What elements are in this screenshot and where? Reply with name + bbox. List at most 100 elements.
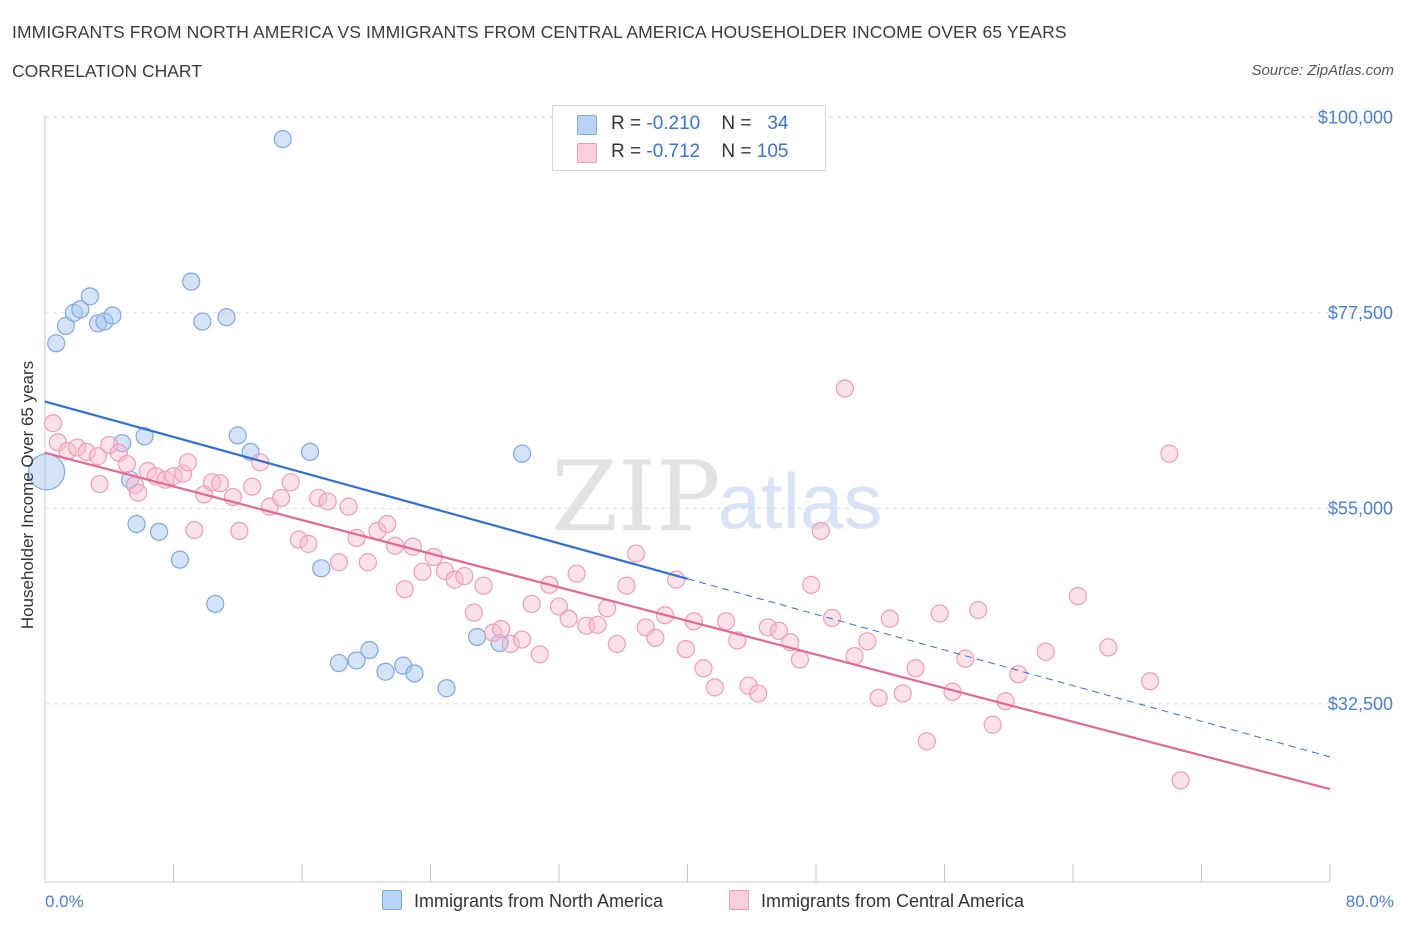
central-swatch bbox=[577, 143, 597, 163]
central-america-point bbox=[758, 618, 777, 637]
central-america-point bbox=[822, 608, 842, 627]
r-value-central: -0.712 bbox=[646, 141, 701, 162]
central-america-point bbox=[1009, 665, 1028, 684]
y-axis-label: Householder Income Over 65 years bbox=[18, 360, 37, 630]
north-america-point bbox=[206, 594, 225, 614]
central-america-point bbox=[769, 621, 789, 640]
central-america-point bbox=[549, 597, 569, 616]
north-america-point bbox=[170, 550, 190, 569]
legend-central-swatch bbox=[729, 890, 749, 910]
north-america-point bbox=[217, 308, 236, 327]
central-america-point bbox=[395, 580, 414, 599]
central-america-point bbox=[530, 645, 549, 664]
n-label: N = bbox=[721, 141, 757, 162]
north-america-point bbox=[71, 300, 90, 319]
north-america-trendline-extension bbox=[687, 578, 1331, 758]
central-america-point bbox=[522, 594, 541, 614]
legend-north-swatch bbox=[382, 890, 402, 910]
trend-lines bbox=[44, 400, 1331, 791]
central-america-point bbox=[705, 678, 724, 697]
central-america-point bbox=[501, 634, 520, 654]
central-america-point bbox=[858, 632, 877, 651]
y-tick-label: $77,500 bbox=[1328, 303, 1393, 323]
north-america-point bbox=[56, 316, 75, 336]
central-america-point bbox=[272, 488, 291, 508]
central-america-point bbox=[178, 453, 198, 472]
central-america-point bbox=[1140, 672, 1160, 691]
central-america-point bbox=[790, 650, 810, 669]
north-america-point bbox=[182, 272, 201, 291]
central-america-point bbox=[969, 600, 988, 620]
central-america-point bbox=[318, 492, 337, 511]
central-america-point bbox=[626, 544, 646, 563]
central-america-point bbox=[90, 474, 109, 494]
central-america-point bbox=[749, 684, 768, 703]
central-america-point bbox=[906, 659, 925, 678]
central-america-point bbox=[329, 553, 349, 572]
legend-item-central: Immigrants from Central America bbox=[729, 890, 1024, 912]
central-america-point bbox=[835, 379, 855, 398]
central-america-point bbox=[358, 553, 377, 572]
n-label: N = bbox=[721, 113, 757, 134]
north-america-point bbox=[467, 627, 487, 647]
central-america-point bbox=[88, 447, 108, 466]
central-america-point bbox=[339, 497, 358, 516]
central-america-point bbox=[174, 464, 193, 483]
central-america-point bbox=[68, 438, 87, 457]
central-america-point bbox=[607, 634, 626, 654]
legend-central-label: Immigrants from Central America bbox=[761, 891, 1025, 911]
north-america-point bbox=[312, 559, 331, 578]
y-tick-labels: $100,000 $77,500 $55,000 $32,500 bbox=[1318, 107, 1393, 714]
central-america-point bbox=[567, 564, 586, 583]
central-america-point bbox=[956, 649, 975, 668]
watermark-zip: ZIP bbox=[551, 441, 720, 553]
central-america-point bbox=[739, 676, 758, 695]
x-tick-label-max: 80.0% bbox=[1345, 892, 1394, 911]
chart-title: IMMIGRANTS FROM NORTH AMERICA VS IMMIGRA… bbox=[12, 22, 1067, 42]
central-america-trendline bbox=[44, 451, 1331, 791]
central-america-point bbox=[299, 534, 318, 554]
central-america-point bbox=[676, 640, 695, 659]
central-america-point bbox=[308, 488, 328, 508]
north-america-point bbox=[149, 522, 169, 541]
chart-subtitle: CORRELATION CHART bbox=[12, 61, 202, 81]
north-america-point bbox=[228, 426, 247, 445]
r-label: R = bbox=[611, 141, 647, 162]
central-america-point bbox=[230, 521, 249, 541]
central-america-point bbox=[289, 530, 308, 549]
central-america-point bbox=[445, 570, 464, 589]
central-america-point bbox=[281, 473, 300, 492]
central-america-point bbox=[1171, 771, 1190, 790]
north-america-points bbox=[28, 125, 572, 698]
central-america-point bbox=[243, 477, 262, 496]
central-america-point bbox=[100, 435, 119, 455]
central-america-point bbox=[43, 414, 63, 433]
r-label: R = bbox=[611, 113, 647, 134]
central-america-point bbox=[1099, 638, 1118, 657]
north-america-point bbox=[103, 306, 122, 325]
x-tick-label-min: 0.0% bbox=[45, 892, 84, 911]
north-america-point bbox=[405, 664, 424, 683]
stats-legend: R = -0.210 N = 34 R = -0.712 N = 105 bbox=[552, 105, 826, 171]
central-america-point bbox=[588, 615, 607, 634]
north-america-point bbox=[127, 514, 146, 534]
north-america-point bbox=[47, 334, 66, 353]
north-america-point bbox=[193, 312, 212, 331]
n-value-north: 34 bbox=[767, 113, 789, 134]
central-america-point bbox=[464, 603, 483, 622]
north-america-point bbox=[135, 427, 154, 446]
north-swatch bbox=[577, 115, 597, 135]
central-america-point bbox=[210, 474, 230, 493]
grid-lines bbox=[45, 116, 1392, 705]
central-america-point bbox=[1160, 444, 1179, 463]
central-america-point bbox=[880, 609, 899, 628]
n-value-central: 105 bbox=[756, 141, 789, 162]
central-america-point bbox=[185, 520, 204, 540]
r-value-north: -0.210 bbox=[646, 113, 701, 134]
north-america-point bbox=[80, 287, 100, 306]
central-america-point bbox=[716, 612, 736, 631]
watermark-atlas: atlas bbox=[718, 457, 883, 545]
central-america-point bbox=[378, 514, 397, 534]
central-america-point bbox=[646, 628, 665, 647]
north-america-point bbox=[300, 442, 320, 461]
